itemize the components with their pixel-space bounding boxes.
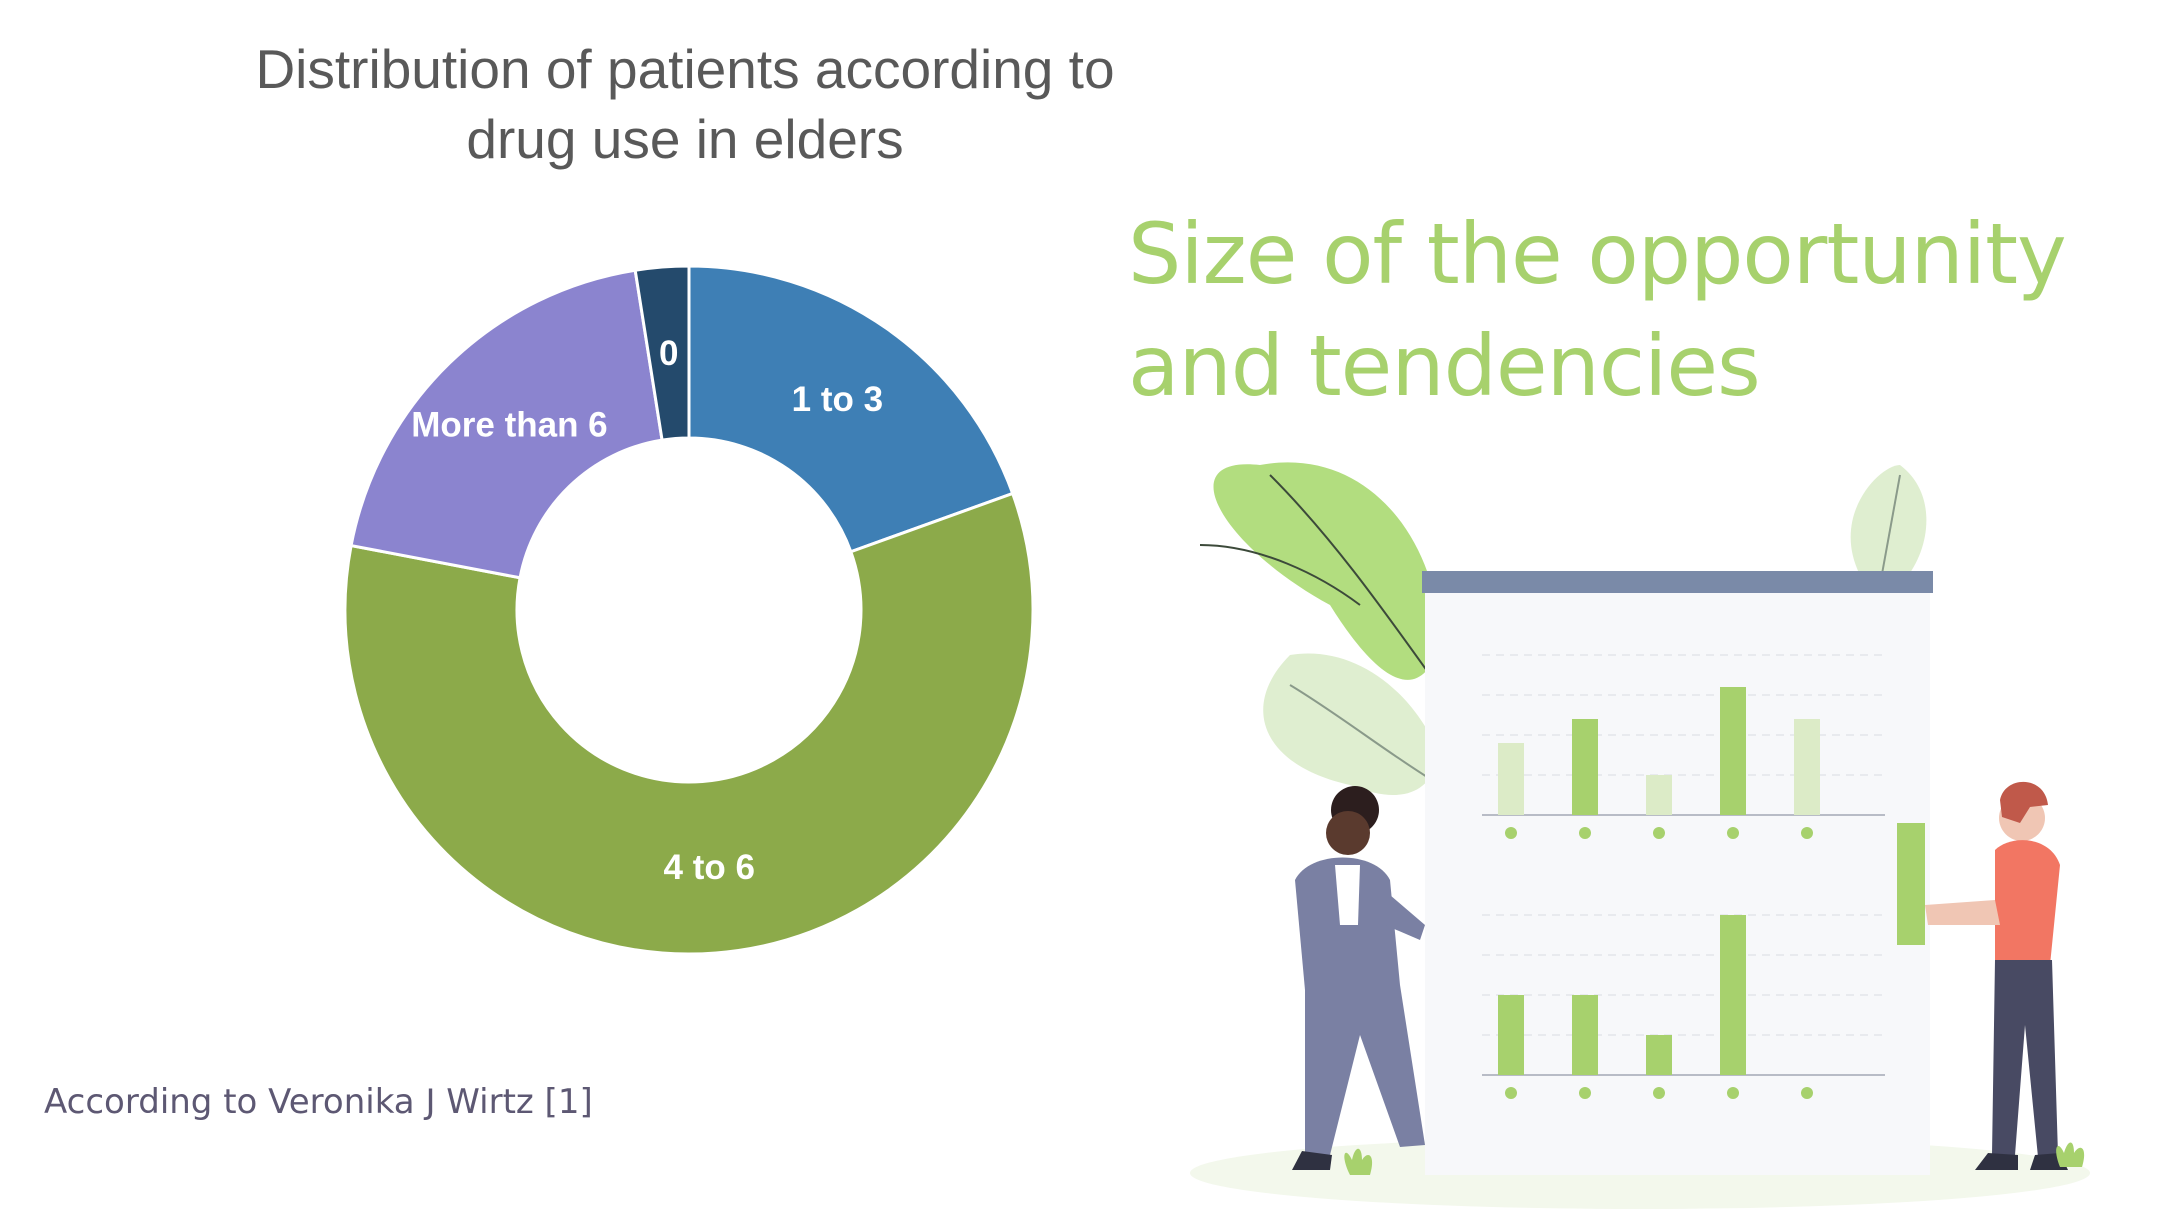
headline-line-2: and tendencies bbox=[1128, 317, 1761, 415]
board-dot bbox=[1653, 1087, 1665, 1099]
chart-board bbox=[1425, 575, 1930, 1175]
leaf-left-icon bbox=[1213, 462, 1440, 680]
board-bar bbox=[1572, 719, 1598, 815]
board-bar bbox=[1720, 915, 1746, 1075]
board-dot bbox=[1801, 827, 1813, 839]
chart-title-line-2: drug use in elders bbox=[466, 108, 904, 170]
leaf-right-icon bbox=[1850, 465, 1927, 591]
leaf-left-vein-2 bbox=[1199, 544, 1361, 606]
board-dot bbox=[1727, 1087, 1739, 1099]
grass-left-icon bbox=[1344, 1148, 1373, 1175]
leaf-right-vein bbox=[1879, 474, 1901, 586]
board-top-bar-chart bbox=[1482, 654, 1885, 839]
held-bar bbox=[1897, 823, 1925, 945]
board-dot bbox=[1505, 827, 1517, 839]
donut-slice-4-to-6 bbox=[343, 491, 1035, 956]
board-bar bbox=[1646, 775, 1672, 815]
board-dot bbox=[1727, 827, 1739, 839]
chart-title-line-1: Distribution of patients according to bbox=[255, 38, 1115, 100]
board-bar bbox=[1794, 719, 1820, 815]
leaf-left-lower-icon bbox=[1263, 653, 1440, 795]
board-dot bbox=[1579, 1087, 1591, 1099]
person-right-icon bbox=[1925, 781, 2068, 1170]
chart-title: Distribution of patients according to dr… bbox=[120, 34, 1250, 174]
board-dot bbox=[1801, 1087, 1813, 1099]
leaf-left-vein bbox=[1269, 474, 1431, 676]
board-bar bbox=[1646, 1035, 1672, 1075]
chart-board-top-bar bbox=[1422, 571, 1933, 593]
board-dot bbox=[1579, 827, 1591, 839]
donut-chart: 1 to 3 4 to 6 More than 6 0 bbox=[343, 264, 1035, 956]
grass-right-icon bbox=[2056, 1142, 2085, 1167]
donut-slice-0 bbox=[633, 264, 691, 442]
donut-slice-1-to-3 bbox=[687, 264, 1015, 554]
people-with-chart-board-illustration bbox=[1190, 462, 2090, 1209]
board-dot bbox=[1505, 1087, 1517, 1099]
board-bottom-bar-chart bbox=[1482, 914, 1885, 1099]
leaf-left-lower-vein bbox=[1289, 684, 1441, 786]
board-bar bbox=[1572, 995, 1598, 1075]
board-bar bbox=[1720, 687, 1746, 815]
donut-label-1-to-3: 1 to 3 bbox=[792, 380, 883, 419]
person-left-icon bbox=[1292, 786, 1425, 1170]
board-dot bbox=[1653, 827, 1665, 839]
board-bar bbox=[1498, 995, 1524, 1075]
headline-line-1: Size of the opportunity bbox=[1128, 205, 2067, 303]
donut-label-0: 0 bbox=[659, 334, 678, 373]
slide-headline: Size of the opportunity and tendencies bbox=[1128, 198, 2148, 422]
donut-label-4-to-6: 4 to 6 bbox=[664, 848, 755, 887]
donut-label-more-than-6: More than 6 bbox=[411, 406, 607, 445]
board-bar bbox=[1498, 743, 1524, 815]
source-citation: According to Veronika J Wirtz [1] bbox=[44, 1082, 593, 1122]
donut-slice-more-than-6 bbox=[349, 268, 664, 580]
